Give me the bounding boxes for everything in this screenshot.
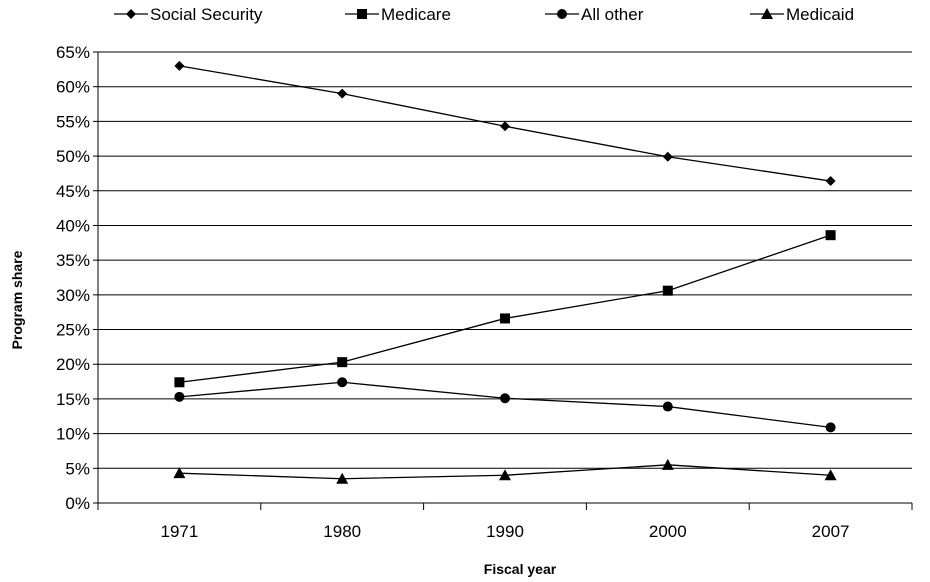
y-tick-label: 15% (56, 390, 90, 409)
data-point (500, 393, 510, 404)
x-tick-label: 1971 (160, 522, 198, 541)
legend-label: All other (581, 5, 644, 24)
legend-marker (357, 9, 367, 19)
data-point (337, 357, 348, 368)
y-tick-label: 5% (65, 459, 90, 478)
y-tick-label: 10% (56, 425, 90, 444)
y-tick-label: 20% (56, 355, 90, 374)
legend-marker (557, 9, 567, 19)
data-point (500, 121, 510, 132)
data-point (337, 88, 348, 99)
data-point (174, 60, 185, 71)
y-tick-label: 50% (56, 147, 90, 166)
data-point (824, 469, 837, 481)
data-point (173, 467, 186, 479)
y-tick-label: 25% (56, 321, 90, 340)
y-axis-ticks: 0% 5% 10% 15% 20% 25% 30% 35% 40% 45% 50% 55% 60% 65% (56, 43, 98, 513)
y-tick-label: 40% (56, 216, 90, 235)
data-point (174, 377, 185, 388)
x-tick-label: 1990 (486, 522, 524, 541)
y-tick-label: 60% (56, 78, 90, 97)
x-tick-label: 2000 (649, 522, 687, 541)
y-tick-label: 55% (56, 112, 90, 131)
y-tick-label: 0% (65, 494, 90, 513)
data-point (337, 377, 348, 388)
data-point (336, 472, 349, 484)
data-point (662, 285, 673, 296)
legend-label: Social Security (150, 5, 263, 24)
series-medicaid (173, 458, 837, 484)
data-point (174, 391, 185, 402)
legend-item: Social Security (114, 5, 263, 24)
y-axis-title: Program share (9, 250, 25, 349)
legend-item: Medicaid (750, 5, 854, 24)
legend-label: Medicaid (786, 5, 854, 24)
legend: Social Security Medicare All other Medicaid (114, 5, 854, 24)
legend-marker (126, 9, 136, 19)
legend-marker (761, 8, 773, 19)
series-medicare (174, 230, 836, 388)
series-all-other (174, 377, 836, 433)
y-tick-label: 35% (56, 251, 90, 270)
series-line (179, 381, 831, 429)
y-tick-label: 65% (56, 43, 90, 62)
y-tick-label: 45% (56, 182, 90, 201)
x-tick-label: 1980 (323, 522, 361, 541)
data-point (662, 151, 673, 162)
x-tick-label: 2007 (812, 522, 850, 541)
data-point (499, 469, 511, 481)
series-lines (173, 60, 837, 484)
x-axis: 1971 1980 1990 2000 2007 (97, 52, 913, 541)
series-line (179, 234, 831, 383)
data-point (662, 401, 673, 412)
data-point (825, 422, 836, 433)
legend-item: All other (545, 5, 644, 24)
data-point (825, 176, 836, 187)
data-point (825, 230, 836, 241)
y-tick-label: 30% (56, 286, 90, 305)
series-social-security (174, 60, 836, 187)
data-point (661, 458, 674, 470)
legend-label: Medicare (381, 5, 451, 24)
data-point (500, 313, 510, 324)
legend-item: Medicare (345, 5, 451, 24)
gridlines (98, 51, 912, 469)
x-axis-title: Fiscal year (484, 561, 557, 577)
